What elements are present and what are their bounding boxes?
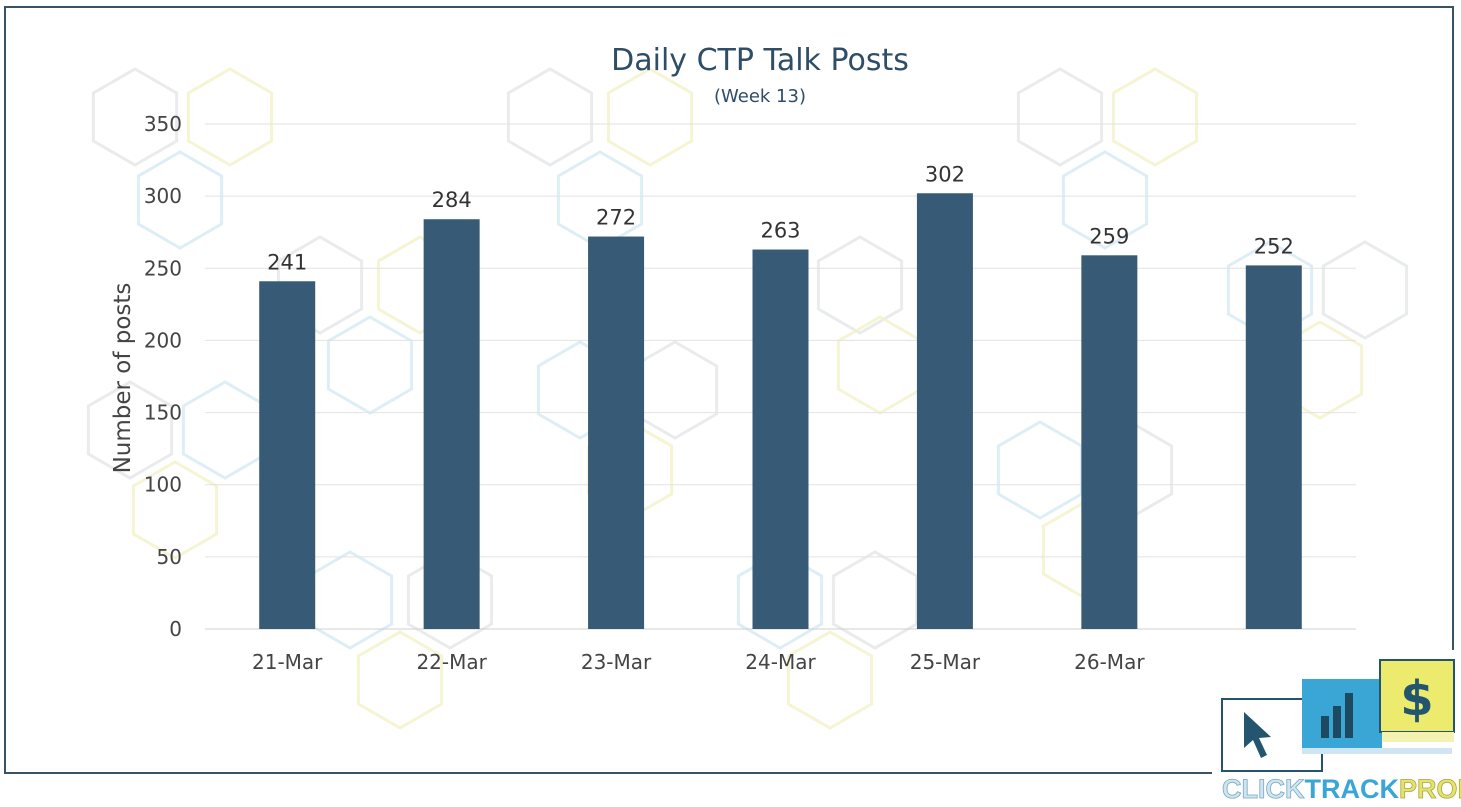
y-tick-label: 50	[157, 545, 182, 569]
watermark-hexagon	[131, 460, 219, 560]
data-label: 272	[596, 206, 636, 230]
x-category-label: 25-Mar	[910, 650, 981, 674]
data-label: 241	[267, 250, 307, 274]
logo-word-click: CLICK	[1222, 774, 1305, 804]
data-labels: 241 284 272 263 302 259 252	[267, 162, 1294, 274]
logo-dollar-box-shadow	[1382, 732, 1454, 742]
chart-subtitle: (Week 13)	[714, 86, 806, 107]
bar	[916, 193, 973, 629]
logo-chart-box	[1302, 679, 1382, 751]
bars	[259, 193, 1302, 630]
y-axis-label: Number of posts	[110, 283, 136, 474]
dollar-icon: $	[1400, 671, 1433, 727]
data-label: 252	[1254, 234, 1294, 258]
watermark-hexagon	[1111, 67, 1199, 167]
y-tick-label: 350	[144, 112, 182, 136]
x-category-label: 26-Mar	[1074, 650, 1145, 674]
bar	[423, 219, 480, 629]
watermark-hexagon	[326, 315, 414, 415]
bar	[588, 236, 645, 630]
bar	[1245, 265, 1302, 629]
chart-frame	[4, 6, 1454, 774]
watermark-hexagon	[91, 67, 179, 167]
watermark-hexagon	[831, 550, 919, 650]
logo-word-profit: PROFIT	[1399, 774, 1461, 804]
watermark-hexagon	[556, 150, 644, 250]
chart-title: Daily CTP Talk Posts	[611, 43, 909, 78]
watermark-hexagon	[406, 550, 494, 650]
bar	[1081, 255, 1138, 630]
watermark-hexagon	[506, 67, 594, 167]
watermark-hexagon	[816, 235, 904, 335]
watermark-hexagon	[86, 380, 174, 480]
watermark-hexagon	[356, 630, 444, 730]
y-tick-label: 100	[144, 473, 182, 497]
logo-word-track: TRACK	[1305, 774, 1400, 804]
watermark-hexagon	[631, 340, 719, 440]
data-label: 263	[760, 219, 800, 243]
watermark-hexagon	[606, 67, 694, 167]
watermark-hexagon	[276, 235, 364, 335]
watermark-hexagon	[136, 150, 224, 250]
x-category-label: 21-Mar	[252, 650, 323, 674]
y-tick-label: 250	[144, 256, 182, 280]
bar-chart-icon	[1321, 693, 1353, 738]
watermark-hexagon	[996, 420, 1084, 520]
clicktrackprofit-logo: $ CLICKTRACKPROFIT	[1212, 650, 1461, 807]
bar	[752, 249, 809, 629]
x-category-label: 23-Mar	[581, 650, 652, 674]
logo-chart-box-shadow	[1302, 748, 1452, 754]
data-label: 259	[1089, 224, 1129, 248]
watermark-hexagon	[836, 315, 924, 415]
x-category-label: 24-Mar	[745, 650, 816, 674]
y-tick-label: 200	[144, 328, 182, 352]
bar	[259, 281, 316, 629]
logo-wordmark: CLICKTRACKPROFIT	[1222, 774, 1461, 804]
logo-dollar-box	[1379, 659, 1455, 733]
x-category-label: 22-Mar	[416, 650, 487, 674]
cursor-icon	[1244, 712, 1271, 758]
watermark-hexagon	[1061, 150, 1149, 250]
data-label: 302	[925, 162, 965, 186]
watermark-hexagon	[786, 630, 874, 730]
y-tick-label: 0	[169, 617, 182, 641]
watermark-hexagon	[1016, 67, 1104, 167]
watermark-hexagon	[1321, 240, 1409, 340]
watermark-hexagon	[736, 550, 824, 650]
watermark-hexagon	[186, 67, 274, 167]
y-axis-ticks: 0 50 100 150 200 250 300 350	[144, 112, 182, 641]
x-axis-categories: 21-Mar22-Mar23-Mar24-Mar25-Mar26-Mar27-M…	[252, 650, 1310, 674]
watermark-hexagon	[181, 380, 269, 480]
y-tick-label: 150	[144, 401, 182, 425]
data-label: 284	[432, 188, 472, 212]
y-tick-label: 300	[144, 184, 182, 208]
watermark-hexagon	[306, 550, 394, 650]
